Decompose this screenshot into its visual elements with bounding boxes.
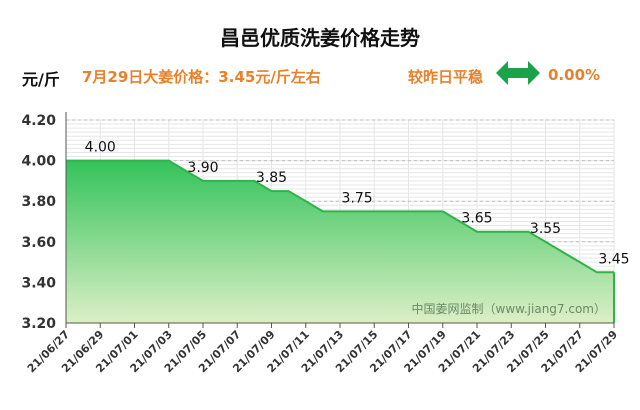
page-title: 昌邑优质洗姜价格走势	[220, 26, 420, 50]
watermark: 中国姜网监制（www.jiang7.com）	[412, 301, 606, 316]
y-tick-label: 3.60	[21, 235, 56, 251]
y-tick-label: 3.40	[21, 275, 56, 291]
data-label: 3.75	[342, 190, 373, 206]
change-label: 较昨日平稳	[408, 68, 484, 86]
price-line	[66, 159, 614, 274]
price-note: 7月29日大姜价格：3.45元/斤左右	[82, 68, 321, 86]
data-label: 3.65	[461, 211, 492, 227]
change-value: 0.00%	[548, 66, 601, 84]
data-label: 4.00	[85, 140, 116, 156]
y-tick-label: 4.00	[21, 154, 56, 170]
unit-label: 元/斤	[22, 70, 60, 89]
data-label: 3.85	[256, 170, 287, 186]
data-label: 3.45	[598, 251, 629, 267]
double-arrow-icon	[496, 61, 540, 85]
price-area	[66, 160, 614, 323]
data-label: 3.55	[530, 221, 561, 237]
y-tick-label: 4.20	[21, 113, 56, 129]
y-tick-label: 3.20	[21, 316, 56, 332]
y-tick-label: 3.80	[21, 194, 56, 210]
data-label: 3.90	[187, 160, 218, 176]
